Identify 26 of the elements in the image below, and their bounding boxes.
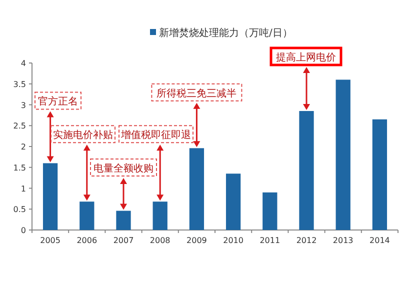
annotation: 实施电价补贴 [53,129,113,142]
y-tick-label: 2.5 [13,122,26,131]
annotation: 提高上网电价 [276,51,336,64]
x-tick-label: 2013 [332,236,354,245]
y-tick-label: 3.5 [13,80,26,89]
x-tick-label: 2012 [296,236,317,245]
x-tick-label: 2009 [186,236,207,245]
y-tick-label: 4 [20,59,26,68]
x-tick-label: 2007 [113,236,134,245]
annotation: 官方正名 [38,96,78,108]
annotation: 电量全额收购 [94,162,154,175]
y-tick-label: 0.5 [13,205,26,214]
x-tick-label: 2006 [76,236,98,245]
y-tick-label: 3 [20,100,26,110]
x-tick-label: 2008 [150,236,170,245]
legend-label: 新增焚烧处理能力（万吨/日） [159,27,292,39]
y-tick-label: 1 [20,184,26,194]
x-tick-label: 2010 [223,236,244,245]
x-tick-label: 2014 [370,236,390,245]
y-tick-label: 0 [20,226,26,235]
x-tick-label: 2005 [40,236,60,245]
x-tick-label: 2011 [260,236,280,245]
annotation: 增值税即征即退 [120,129,191,142]
y-tick-label: 2 [20,142,26,152]
annotation: 所得税三免三减半 [156,87,237,100]
y-tick-label: 1.5 [13,163,26,172]
